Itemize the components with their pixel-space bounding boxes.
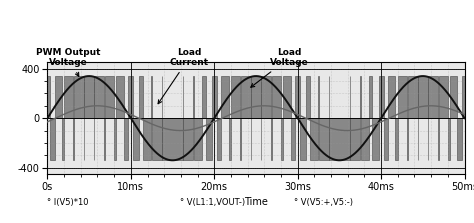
- Bar: [398, 76, 407, 118]
- Bar: [228, 118, 231, 160]
- Bar: [281, 118, 283, 160]
- Bar: [384, 118, 388, 160]
- Bar: [133, 118, 139, 160]
- Bar: [221, 76, 228, 118]
- Bar: [183, 118, 192, 160]
- X-axis label: Time: Time: [244, 197, 268, 207]
- Bar: [47, 76, 50, 118]
- Bar: [369, 76, 373, 118]
- Bar: [240, 118, 241, 160]
- Bar: [428, 76, 438, 118]
- Bar: [373, 118, 379, 160]
- Bar: [104, 118, 105, 160]
- Bar: [241, 76, 251, 118]
- Bar: [151, 76, 153, 118]
- Bar: [64, 76, 73, 118]
- Bar: [457, 118, 462, 160]
- Bar: [62, 118, 64, 160]
- Bar: [300, 118, 306, 160]
- Bar: [114, 118, 117, 160]
- Bar: [395, 118, 398, 160]
- Bar: [231, 76, 240, 118]
- Bar: [318, 76, 319, 118]
- Bar: [407, 118, 408, 160]
- Bar: [361, 118, 369, 160]
- Bar: [50, 118, 55, 160]
- Text: ° V(L1:1,VOUT-): ° V(L1:1,VOUT-): [180, 198, 245, 207]
- Bar: [212, 76, 217, 118]
- Bar: [194, 118, 202, 160]
- Bar: [329, 118, 350, 160]
- Bar: [202, 76, 206, 118]
- Bar: [143, 118, 151, 160]
- Bar: [74, 76, 84, 118]
- Bar: [128, 76, 133, 118]
- Bar: [251, 76, 261, 118]
- Bar: [295, 76, 300, 118]
- Bar: [94, 76, 104, 118]
- Bar: [272, 76, 281, 118]
- Bar: [162, 118, 183, 160]
- Text: ° V(V5:+,V5:-): ° V(V5:+,V5:-): [294, 198, 353, 207]
- Bar: [306, 76, 310, 118]
- Bar: [359, 76, 361, 118]
- Bar: [84, 76, 94, 118]
- Text: ° I(V5)*10: ° I(V5)*10: [47, 198, 89, 207]
- Bar: [206, 118, 212, 160]
- Bar: [153, 118, 162, 160]
- Bar: [217, 118, 221, 160]
- Bar: [117, 76, 124, 118]
- Bar: [448, 118, 450, 160]
- Bar: [350, 118, 359, 160]
- Bar: [418, 76, 428, 118]
- Bar: [310, 118, 318, 160]
- Bar: [439, 76, 448, 118]
- Bar: [388, 76, 395, 118]
- Text: PWM Output
Voltage: PWM Output Voltage: [36, 48, 100, 76]
- Bar: [105, 76, 114, 118]
- Bar: [139, 76, 143, 118]
- Bar: [408, 76, 418, 118]
- Bar: [462, 76, 465, 118]
- Bar: [73, 118, 74, 160]
- Text: Load
Current: Load Current: [158, 48, 209, 104]
- Bar: [261, 76, 271, 118]
- Bar: [192, 76, 194, 118]
- Bar: [124, 118, 128, 160]
- Bar: [379, 76, 384, 118]
- Bar: [450, 76, 457, 118]
- Bar: [438, 118, 439, 160]
- Bar: [291, 118, 295, 160]
- Bar: [271, 118, 272, 160]
- Bar: [55, 76, 62, 118]
- Text: Load
Voltage: Load Voltage: [251, 48, 309, 87]
- Bar: [319, 118, 329, 160]
- Bar: [283, 76, 291, 118]
